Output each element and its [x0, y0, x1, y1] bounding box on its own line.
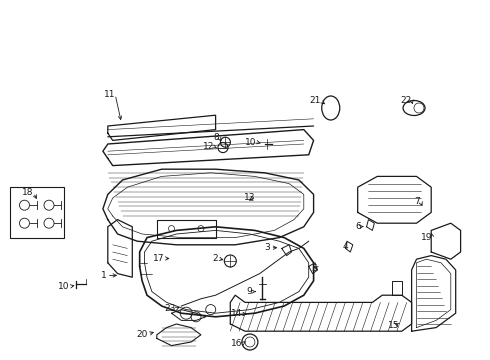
Text: 10: 10	[245, 138, 257, 147]
Text: 12: 12	[203, 142, 214, 151]
Text: 11: 11	[104, 90, 115, 99]
Text: 9: 9	[246, 287, 252, 296]
Text: 8: 8	[213, 133, 219, 142]
Text: 5: 5	[312, 264, 318, 273]
Text: 16: 16	[231, 339, 242, 348]
Text: 1: 1	[101, 271, 107, 280]
Text: 22: 22	[400, 95, 412, 104]
Text: 6: 6	[355, 222, 361, 231]
Text: 2: 2	[213, 254, 218, 263]
Text: 21: 21	[310, 96, 321, 105]
Text: 7: 7	[415, 197, 420, 206]
Text: 17: 17	[153, 254, 164, 263]
Text: 18: 18	[22, 188, 33, 197]
Text: 15: 15	[389, 321, 400, 330]
Text: 20: 20	[137, 330, 148, 338]
Text: 14: 14	[231, 309, 242, 318]
Text: 19: 19	[421, 233, 432, 242]
Text: 3: 3	[265, 243, 270, 252]
Text: 13: 13	[245, 193, 256, 202]
Text: 23: 23	[164, 304, 175, 313]
Text: 10: 10	[58, 282, 70, 291]
Text: 4: 4	[343, 242, 348, 251]
